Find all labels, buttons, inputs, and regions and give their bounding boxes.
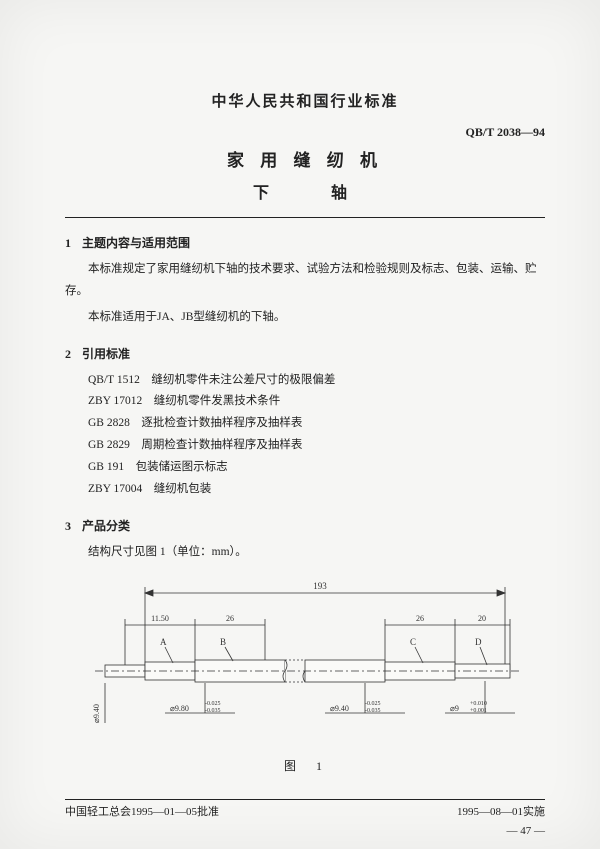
document-page: 中华人民共和国行业标准 QB/T 2038—94 家 用 缝 纫 机 下 轴 1… — [0, 0, 600, 849]
section-2-title: 引用标准 — [82, 347, 130, 361]
ref-item: GB 191 包装储运图示标志 — [88, 457, 545, 479]
ref-item: ZBY 17012 缝纫机零件发黑技术条件 — [88, 391, 545, 413]
section-2-num: 2 — [65, 347, 79, 362]
dia-right2: ⌀9 — [450, 704, 459, 713]
dim-d: 20 — [478, 614, 486, 623]
figure-caption: 图 1 — [65, 757, 545, 774]
svg-text:+0.001: +0.001 — [470, 708, 487, 714]
dia-left: ⌀9.40 — [92, 705, 101, 724]
section-3-title: 产品分类 — [82, 519, 130, 533]
dia-mid-tol1: -0.025 — [205, 701, 221, 707]
standard-code: QB/T 2038—94 — [65, 125, 545, 140]
dia-mid-tol2: -0.035 — [205, 708, 221, 714]
section-1-head: 1 主题内容与适用范围 — [65, 234, 545, 251]
label-d: D — [475, 637, 482, 647]
doc-title: 家 用 缝 纫 机 — [65, 146, 545, 171]
org-title: 中华人民共和国行业标准 — [65, 90, 545, 111]
dia-right1: ⌀9.40 — [330, 704, 349, 713]
section-3-head: 3 产品分类 — [65, 517, 545, 534]
svg-text:+0.010: +0.010 — [470, 701, 487, 707]
footer-left: 中国轻工总会1995—01—05批准 — [65, 803, 219, 819]
dim-total: 193 — [313, 581, 327, 591]
section-1-p2: 本标准适用于JA、JB型缝纫机的下轴。 — [65, 307, 545, 329]
dim-a: 11.50 — [151, 614, 169, 623]
dim-b: 26 — [226, 614, 234, 623]
ref-item: GB 2829 周期检查计数抽样程序及抽样表 — [88, 435, 545, 457]
svg-text:-0.025: -0.025 — [365, 701, 381, 707]
label-b: B — [220, 637, 226, 647]
section-2-head: 2 引用标准 — [65, 345, 545, 362]
section-3-num: 3 — [65, 519, 79, 534]
section-1-title: 主题内容与适用范围 — [82, 236, 190, 250]
header-block: 中华人民共和国行业标准 QB/T 2038—94 家 用 缝 纫 机 下 轴 — [65, 90, 545, 203]
section-1-num: 1 — [65, 236, 79, 251]
header-rule — [65, 217, 545, 218]
ref-item: ZBY 17004 缝纫机包装 — [88, 479, 545, 501]
shaft-diagram: 193 11.50 26 26 20 — [65, 573, 545, 753]
page-number: — 47 — — [507, 825, 546, 837]
dia-mid: ⌀9.80 — [170, 704, 189, 713]
reference-list: QB/T 1512 缝纫机零件未注公差尺寸的极限偏差 ZBY 17012 缝纫机… — [88, 370, 545, 501]
figure-1: 193 11.50 26 26 20 — [65, 573, 545, 753]
section-1-p1: 本标准规定了家用缝纫机下轴的技术要求、试验方法和检验规则及标志、包装、运输、贮存… — [65, 259, 545, 303]
label-c: C — [410, 637, 416, 647]
ref-item: QB/T 1512 缝纫机零件未注公差尺寸的极限偏差 — [88, 370, 545, 392]
footer-bar: 中国轻工总会1995—01—05批准 1995—08—01实施 — [65, 799, 545, 819]
ref-item: GB 2828 逐批检查计数抽样程序及抽样表 — [88, 413, 545, 435]
doc-subtitle: 下 轴 — [65, 179, 545, 203]
svg-text:-0.035: -0.035 — [365, 708, 381, 714]
footer-right: 1995—08—01实施 — [457, 803, 545, 819]
dim-c: 26 — [416, 614, 424, 623]
section-3-p1: 结构尺寸见图 1（单位：mm）。 — [65, 542, 545, 564]
label-a: A — [160, 637, 167, 647]
